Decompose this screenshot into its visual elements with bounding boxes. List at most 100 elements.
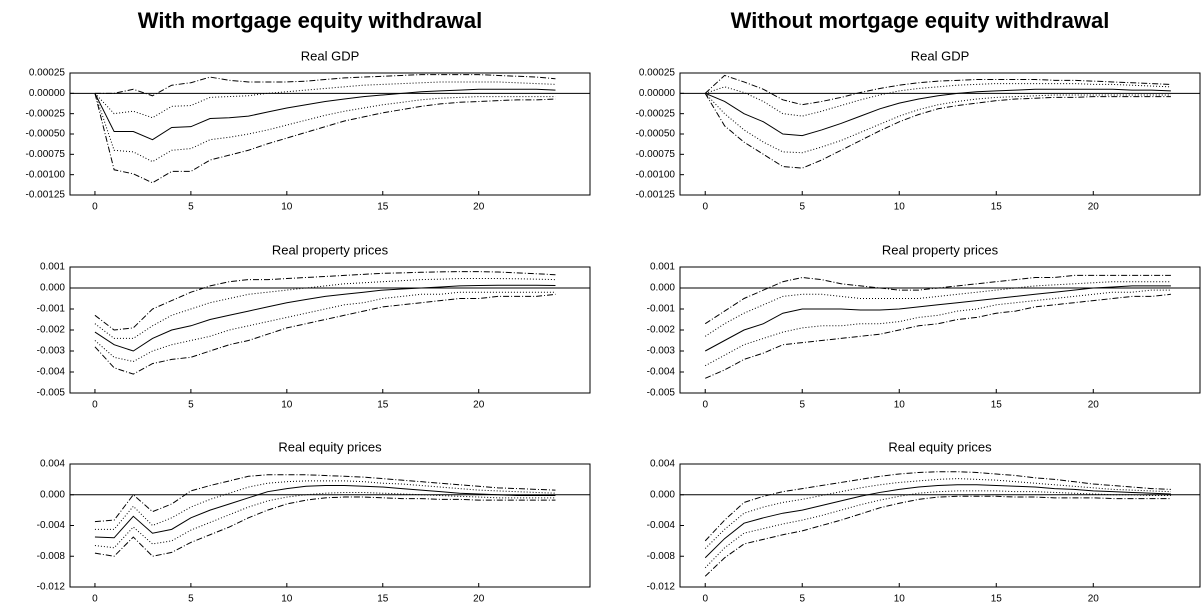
- irf-line: [704, 490, 1171, 569]
- irf-line: [704, 74, 1171, 106]
- y-tick-label: -0.004: [37, 367, 66, 378]
- x-tick-label: 0: [92, 202, 98, 213]
- panel-title: Real equity prices: [278, 439, 382, 454]
- irf-line: [94, 496, 556, 557]
- panel-title: Real GDP: [301, 48, 360, 63]
- plot-frame: [69, 72, 591, 196]
- y-tick-label: -0.004: [37, 520, 66, 531]
- y-tick-label: -0.005: [37, 388, 66, 399]
- y-tick-label: -0.00050: [636, 129, 676, 140]
- irf-line: [94, 93, 556, 163]
- plot-frame: [69, 463, 591, 588]
- x-tick-label: 0: [92, 594, 98, 605]
- plot-frame: [679, 266, 1201, 394]
- y-tick-label: -0.00100: [26, 169, 66, 180]
- y-tick-label: -0.004: [647, 367, 676, 378]
- y-tick-label: 0.00000: [639, 88, 676, 99]
- x-tick-label: 5: [799, 202, 805, 213]
- x-tick-label: 15: [991, 400, 1003, 411]
- irf-line: [704, 281, 1171, 337]
- y-tick-label: -0.012: [37, 582, 66, 593]
- irf-line: [94, 271, 556, 331]
- y-tick-label: 0.000: [650, 283, 675, 294]
- x-tick-label: 15: [377, 594, 389, 605]
- y-tick-label: -0.00025: [26, 108, 66, 119]
- x-tick-label: 5: [799, 400, 805, 411]
- x-tick-label: 20: [473, 202, 485, 213]
- y-tick-label: -0.00025: [636, 108, 676, 119]
- panel-title: Real property prices: [272, 242, 389, 257]
- y-tick-label: -0.001: [37, 304, 66, 315]
- plot-frame: [679, 463, 1201, 588]
- irf-line: [704, 93, 1171, 169]
- column-title: With mortgage equity withdrawal: [138, 8, 483, 33]
- panel-title: Real equity prices: [888, 439, 992, 454]
- y-tick-label: 0.00025: [639, 68, 676, 79]
- x-tick-label: 5: [188, 594, 194, 605]
- irf-line: [704, 495, 1171, 577]
- x-tick-label: 15: [991, 202, 1003, 213]
- y-tick-label: 0.004: [40, 459, 65, 470]
- irf-line: [94, 293, 556, 375]
- y-tick-label: -0.00125: [636, 190, 676, 201]
- y-tick-label: 0.004: [650, 459, 675, 470]
- irf-line: [94, 81, 556, 119]
- y-tick-label: -0.012: [647, 582, 676, 593]
- y-tick-label: 0.001: [40, 262, 65, 273]
- irf-line: [94, 93, 556, 184]
- y-tick-label: -0.00125: [26, 190, 66, 201]
- x-tick-label: 20: [1088, 400, 1100, 411]
- x-tick-label: 15: [377, 202, 389, 213]
- y-tick-label: 0.00000: [29, 88, 66, 99]
- y-tick-label: 0.001: [650, 262, 675, 273]
- irf-line: [94, 480, 556, 530]
- irf-line: [94, 88, 556, 141]
- irf-line: [705, 88, 1171, 137]
- y-tick-label: -0.00075: [636, 149, 676, 160]
- panel-title: Real GDP: [911, 48, 970, 63]
- irf-line: [94, 491, 556, 549]
- y-tick-label: -0.002: [647, 325, 676, 336]
- irf-line: [704, 471, 1171, 542]
- y-tick-label: -0.00075: [26, 149, 66, 160]
- x-tick-label: 10: [894, 400, 906, 411]
- y-tick-label: -0.00050: [26, 129, 66, 140]
- y-tick-label: -0.001: [647, 304, 676, 315]
- irf-line: [94, 74, 556, 97]
- y-tick-label: 0.000: [40, 489, 65, 500]
- irf-line: [704, 92, 1171, 154]
- x-tick-label: 20: [473, 594, 485, 605]
- x-tick-label: 0: [92, 400, 98, 411]
- irf-line: [94, 474, 556, 523]
- x-tick-label: 0: [702, 594, 708, 605]
- y-tick-label: -0.008: [37, 551, 66, 562]
- irf-line: [704, 285, 1171, 352]
- x-tick-label: 5: [799, 594, 805, 605]
- y-tick-label: -0.00100: [636, 169, 676, 180]
- x-tick-label: 10: [281, 202, 293, 213]
- x-tick-label: 20: [473, 400, 485, 411]
- irf-line: [704, 478, 1171, 549]
- x-tick-label: 20: [1088, 594, 1100, 605]
- irf-line: [94, 485, 556, 539]
- irf-line: [705, 293, 1171, 379]
- irf-line: [94, 291, 556, 363]
- x-tick-label: 10: [281, 594, 293, 605]
- panel-title: Real property prices: [882, 242, 999, 257]
- irf-line: [704, 274, 1171, 325]
- x-tick-label: 5: [188, 202, 194, 213]
- y-tick-label: -0.003: [37, 346, 66, 357]
- y-tick-label: -0.003: [647, 346, 676, 357]
- x-tick-label: 5: [188, 400, 194, 411]
- y-tick-label: -0.004: [647, 520, 676, 531]
- irf-line: [705, 83, 1171, 117]
- x-tick-label: 20: [1088, 202, 1100, 213]
- x-tick-label: 0: [702, 400, 708, 411]
- y-tick-label: -0.005: [647, 388, 676, 399]
- plot-frame: [69, 266, 591, 394]
- irf-line: [704, 289, 1171, 367]
- x-tick-label: 0: [702, 202, 708, 213]
- y-tick-label: -0.002: [37, 325, 66, 336]
- y-tick-label: -0.008: [647, 551, 676, 562]
